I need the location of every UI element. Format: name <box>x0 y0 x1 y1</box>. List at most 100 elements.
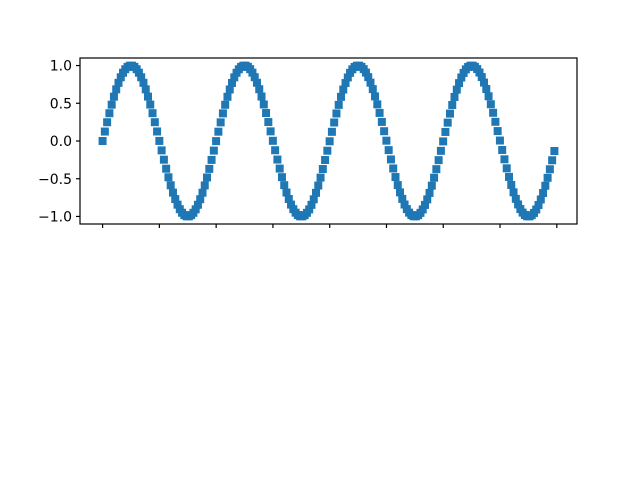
square-marker <box>373 100 382 109</box>
square-marker <box>148 109 157 118</box>
square-marker <box>255 85 264 94</box>
square-marker <box>482 85 491 94</box>
square-marker <box>200 181 209 190</box>
square-marker <box>316 173 325 182</box>
square-marker <box>228 78 237 87</box>
square-marker <box>505 172 513 181</box>
square-marker <box>330 118 339 127</box>
square-marker <box>157 146 166 155</box>
square-marker <box>207 155 216 164</box>
square-marker <box>457 73 466 82</box>
square-marker <box>305 205 314 214</box>
square-marker <box>327 127 336 136</box>
square-marker <box>493 127 502 136</box>
square-marker <box>248 68 257 77</box>
square-marker <box>162 164 171 173</box>
square-marker <box>500 155 509 164</box>
square-marker <box>514 200 523 209</box>
square-marker <box>214 127 223 136</box>
square-marker <box>396 188 405 197</box>
square-marker <box>150 118 159 127</box>
square-marker <box>341 79 350 88</box>
square-marker <box>541 181 550 190</box>
square-marker <box>375 108 384 117</box>
y-tick-label: 0.0 <box>50 134 72 150</box>
square-marker <box>366 78 375 87</box>
square-marker <box>389 164 398 173</box>
x-axis-ticks <box>101 224 558 228</box>
square-marker <box>448 101 457 110</box>
square-marker <box>332 109 341 118</box>
square-marker <box>144 92 152 101</box>
square-marker <box>432 165 441 174</box>
square-marker <box>309 195 318 204</box>
square-marker <box>420 200 429 209</box>
square-marker <box>275 164 284 173</box>
square-marker <box>382 136 391 145</box>
square-marker <box>259 100 268 109</box>
square-marker <box>480 78 489 87</box>
square-marker <box>489 108 498 117</box>
square-marker <box>173 200 182 209</box>
square-marker <box>495 136 504 145</box>
square-marker <box>439 137 448 146</box>
square-marker <box>171 195 180 204</box>
square-marker <box>386 155 395 164</box>
square-marker <box>450 92 459 101</box>
square-marker <box>266 127 275 136</box>
data-markers <box>98 61 559 221</box>
square-marker <box>436 146 445 155</box>
square-marker <box>134 68 143 77</box>
square-marker <box>509 188 518 197</box>
square-marker <box>377 117 386 126</box>
square-marker <box>287 200 296 209</box>
square-marker <box>264 118 273 127</box>
square-marker <box>314 181 323 190</box>
square-marker <box>109 92 118 101</box>
square-marker <box>268 136 277 145</box>
square-marker <box>368 85 377 94</box>
square-marker <box>141 85 150 94</box>
square-marker <box>205 164 214 173</box>
square-marker <box>280 181 289 190</box>
square-marker <box>153 127 162 136</box>
square-marker <box>307 200 316 209</box>
square-marker <box>491 117 500 126</box>
square-marker <box>398 194 407 203</box>
square-marker <box>393 181 402 190</box>
square-marker <box>107 100 116 109</box>
square-marker <box>318 165 327 174</box>
square-marker <box>252 78 261 87</box>
y-tick-label: 0.5 <box>50 96 72 112</box>
square-marker <box>159 155 168 164</box>
square-marker <box>198 188 207 197</box>
square-marker <box>225 85 234 94</box>
square-marker <box>196 195 205 204</box>
square-marker <box>216 118 225 127</box>
square-marker <box>391 173 400 182</box>
square-marker <box>282 188 291 197</box>
square-marker <box>323 146 332 155</box>
square-marker <box>105 109 114 118</box>
square-marker <box>221 100 230 109</box>
square-marker <box>203 173 212 182</box>
square-marker <box>168 188 177 197</box>
square-marker <box>277 173 286 182</box>
square-marker <box>361 68 370 77</box>
square-marker <box>430 173 439 182</box>
square-marker <box>539 189 548 198</box>
square-marker <box>507 180 516 189</box>
square-marker <box>452 85 461 94</box>
square-marker <box>103 118 112 127</box>
square-marker <box>498 145 507 154</box>
square-marker <box>545 165 554 174</box>
square-marker <box>321 156 330 165</box>
square-marker <box>262 109 271 118</box>
square-marker <box>334 100 343 109</box>
y-tick-label: −0.5 <box>38 172 72 188</box>
square-marker <box>425 188 434 197</box>
y-axis-ticks <box>76 64 80 218</box>
square-marker <box>250 73 259 82</box>
square-marker <box>427 181 436 190</box>
